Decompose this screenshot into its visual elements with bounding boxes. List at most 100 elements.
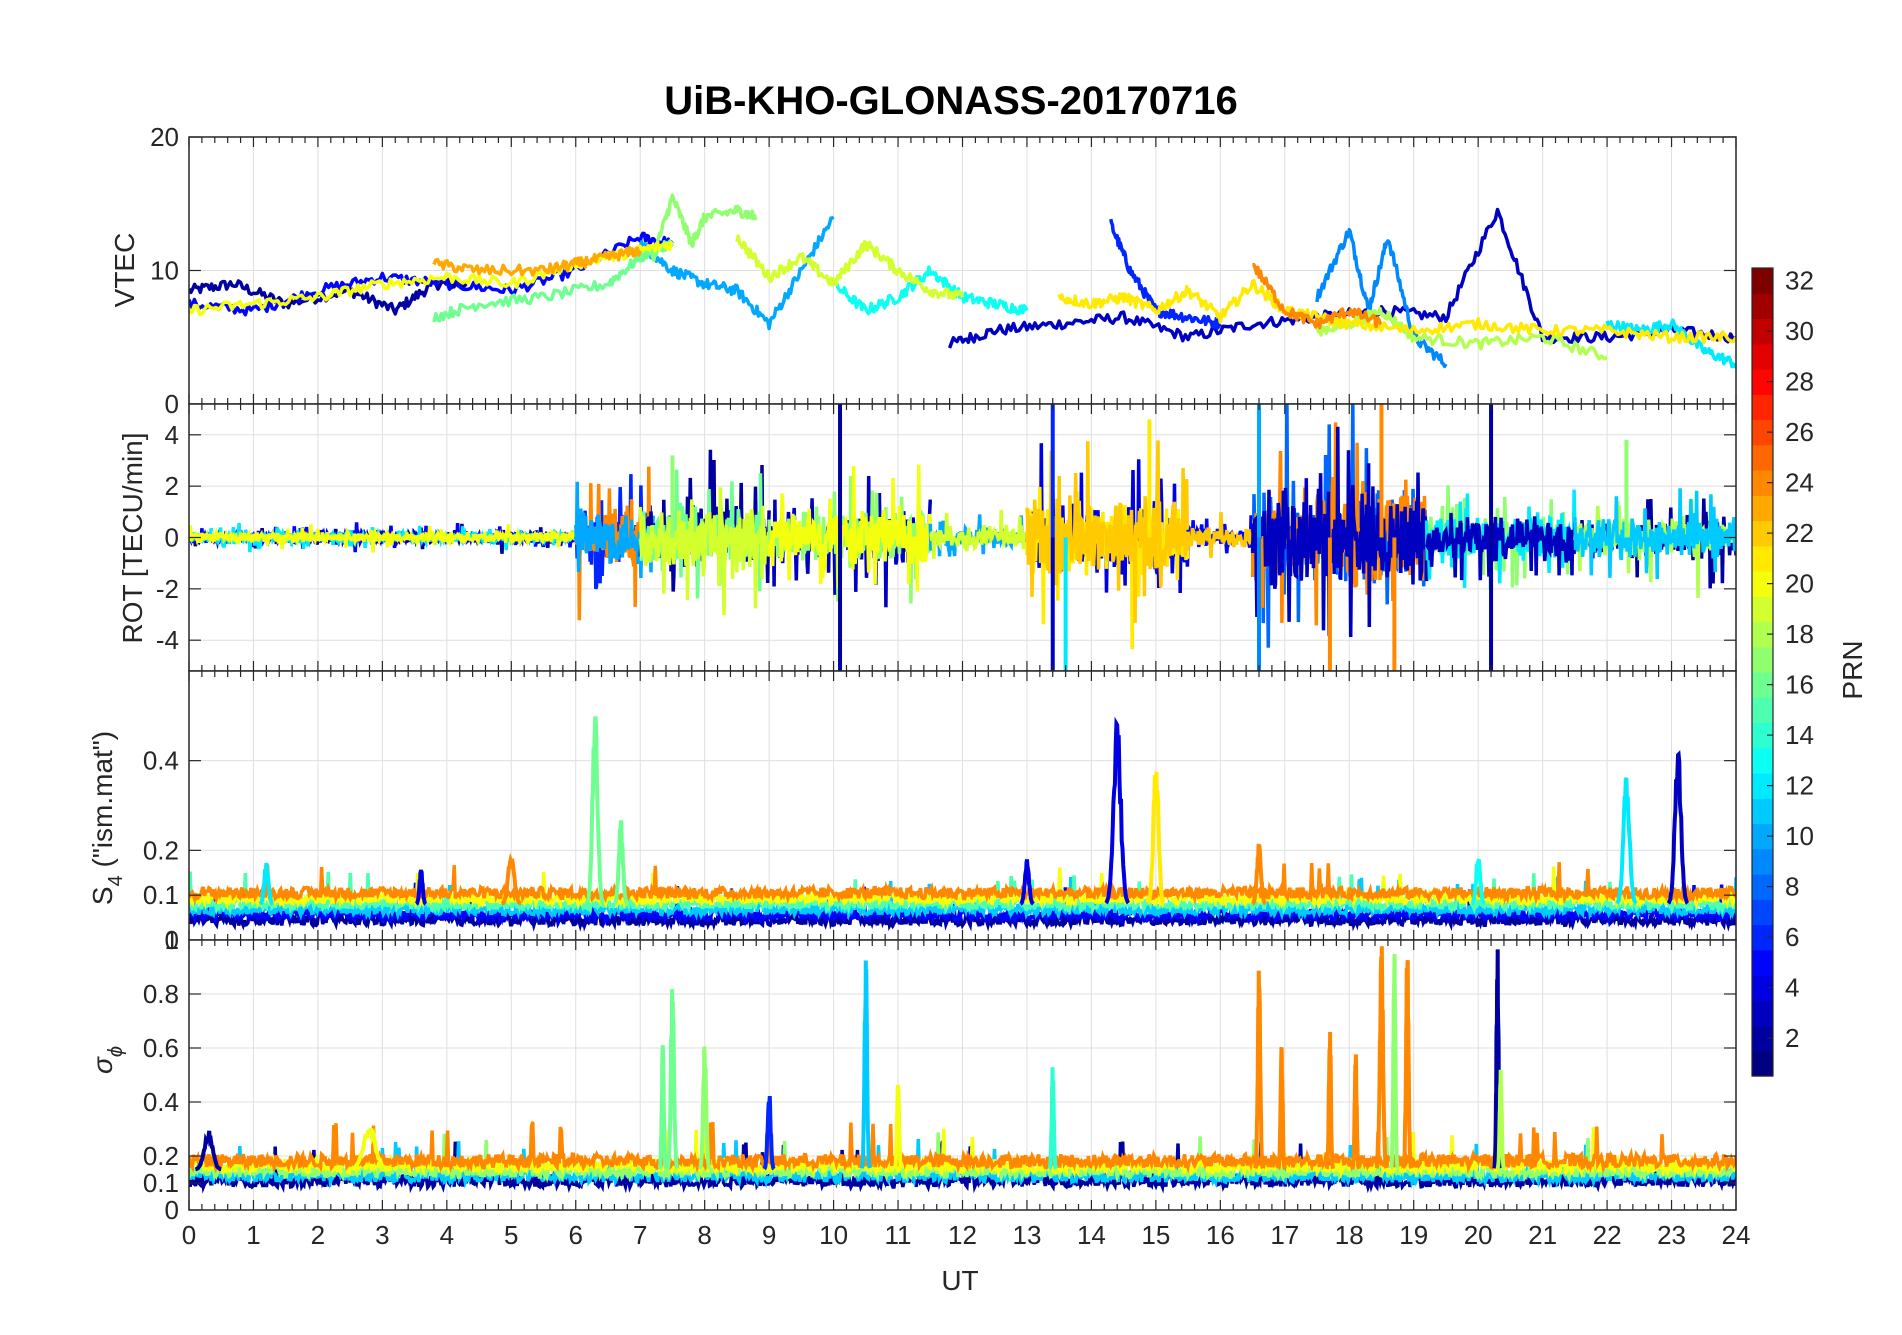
- sigma-ylabel-sub: ϕ: [105, 1046, 127, 1057]
- vtec-series-line: [189, 231, 674, 317]
- y-tick-label: -2: [156, 574, 179, 604]
- sigma-peak-line: [893, 1084, 904, 1171]
- colorbar-swatch: [1752, 773, 1773, 799]
- colorbar-swatch: [1752, 419, 1773, 446]
- s4-ylabel-rest: ("ism.mat"): [87, 731, 118, 875]
- x-tick-label: 18: [1335, 1220, 1364, 1250]
- y-tick-label: 20: [150, 122, 179, 152]
- colorbar-tick-label: 6: [1785, 922, 1799, 952]
- s4-peak-line: [258, 862, 274, 906]
- sigma-peak-line: [1253, 970, 1265, 1170]
- sigma-peak-line: [1350, 1054, 1361, 1170]
- vtec-series-line: [651, 193, 758, 262]
- x-tick-label: 14: [1077, 1220, 1106, 1250]
- rot-ylabel: ROT [TECU/min]: [117, 432, 148, 643]
- sigma-ylabel: σϕ: [87, 1046, 127, 1074]
- x-tick-label: 9: [762, 1220, 776, 1250]
- colorbar-tick-label: 18: [1785, 619, 1814, 649]
- y-tick-label: 0: [165, 925, 179, 955]
- x-tick-label: 22: [1593, 1220, 1622, 1250]
- sigma-peak-line: [349, 1127, 390, 1172]
- panel-rot: 4 2 0 -2 -4: [156, 403, 1737, 672]
- colorbar-swatch: [1752, 874, 1773, 900]
- sigma-peak-line: [657, 1045, 668, 1170]
- rot-series-line: [189, 524, 578, 553]
- colorbar-swatch: [1752, 672, 1773, 698]
- y-tick-label: 0.4: [143, 1087, 179, 1117]
- x-tick-label: 4: [440, 1220, 454, 1250]
- x-tick-label: 16: [1206, 1220, 1235, 1250]
- colorbar-swatch: [1752, 697, 1773, 724]
- y-tick-label: 10: [150, 256, 179, 286]
- y-tick-label: -4: [156, 625, 179, 655]
- s4-ylabel: S4 ("ism.mat"): [87, 731, 127, 905]
- colorbar-tick-label: 8: [1785, 872, 1799, 902]
- vtec-series-line: [1057, 278, 1736, 345]
- y-tick-label: 0.6: [143, 1033, 179, 1063]
- vtec-series-line: [735, 234, 965, 301]
- colorbar-swatch: [1752, 369, 1773, 395]
- y-tick-label: 0: [165, 523, 179, 553]
- colorbar-swatch: [1752, 343, 1773, 370]
- x-tick-label: 12: [948, 1220, 977, 1250]
- vtec-series-line: [1252, 262, 1383, 330]
- s4-ylabel-base: S: [87, 886, 118, 905]
- x-axis-label: UT: [941, 1265, 978, 1296]
- y-tick-label: 2: [165, 471, 179, 501]
- colorbar-tick-label: 22: [1785, 518, 1814, 548]
- colorbar-swatch: [1752, 1000, 1773, 1027]
- y-tick-label: 0.4: [143, 746, 179, 776]
- x-tick-label: 7: [633, 1220, 647, 1250]
- sigma-peak-line: [1047, 1067, 1058, 1170]
- panel-s4: 0.4 0.2 0.1 0: [143, 670, 1737, 955]
- colorbar-tick-label: 24: [1785, 468, 1814, 498]
- s4-peak-line: [1104, 716, 1130, 905]
- colorbar-tick-label: 28: [1785, 367, 1814, 397]
- x-tick-label: 8: [697, 1220, 711, 1250]
- colorbar-border: [1751, 267, 1774, 1077]
- x-tick-label: 20: [1464, 1220, 1493, 1250]
- vtec-ylabel: VTEC: [109, 233, 140, 308]
- colorbar-tick-label: 12: [1785, 771, 1814, 801]
- x-tick-label: 15: [1141, 1220, 1170, 1250]
- sigma-peak-line: [1324, 1031, 1336, 1170]
- panel-vtec: 0 10 20: [150, 122, 1737, 419]
- sigma-peak-line: [1389, 954, 1400, 1169]
- rot-series-line: [1186, 512, 1255, 558]
- rot-series-line: [638, 487, 771, 616]
- x-tick-label: 17: [1270, 1220, 1299, 1250]
- sigma-peak-line: [762, 1095, 776, 1171]
- chart-title: UiB-KHO-GLONASS-20170716: [664, 79, 1238, 123]
- colorbar-swatch: [1752, 470, 1773, 496]
- s4-baseline-line: [189, 862, 1736, 906]
- series-group: [189, 404, 1736, 671]
- colorbar-tick-label: 30: [1785, 316, 1814, 346]
- colorbar-swatch: [1752, 268, 1773, 294]
- x-tick-label: 13: [1012, 1220, 1041, 1250]
- colorbar-swatch: [1752, 823, 1773, 850]
- y-tick-label: 0: [165, 1195, 179, 1225]
- colorbar-swatch: [1752, 646, 1773, 673]
- x-tick-label: 10: [819, 1220, 848, 1250]
- y-tick-label: 0.2: [143, 1141, 179, 1171]
- s4-peak-line: [1470, 858, 1486, 906]
- s4-peak-line: [585, 716, 605, 905]
- s4-peak-line: [500, 852, 522, 906]
- rot-series-line: [1250, 426, 1429, 638]
- colorbar-tick-label: 16: [1785, 670, 1814, 700]
- colorbar-swatch: [1752, 975, 1773, 1001]
- rot-series-line: [1573, 488, 1736, 580]
- series-group: [189, 193, 1736, 369]
- colorbar-swatch: [1752, 318, 1773, 345]
- colorbar-tick-label: 10: [1785, 821, 1814, 851]
- colorbar-swatch: [1752, 1025, 1773, 1052]
- y-tick-label: 4: [165, 420, 179, 450]
- colorbar-tick-label: 26: [1785, 417, 1814, 447]
- vtec-series-line: [832, 265, 1029, 316]
- series-group: [189, 716, 1736, 932]
- sigma-ylabel-base: σ: [87, 1056, 118, 1074]
- x-tick-label: 6: [569, 1220, 583, 1250]
- colorbar-swatch: [1752, 495, 1773, 522]
- x-tick-label: 1: [246, 1220, 260, 1250]
